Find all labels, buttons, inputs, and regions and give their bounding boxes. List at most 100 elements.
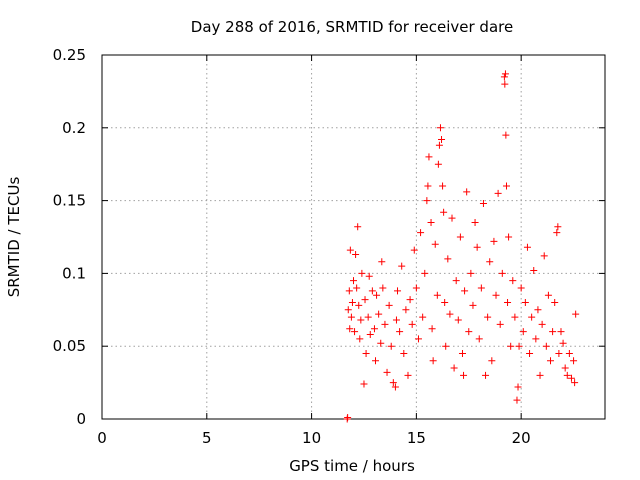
data-point bbox=[402, 306, 410, 314]
data-point bbox=[511, 313, 519, 321]
data-point bbox=[366, 331, 374, 339]
data-point bbox=[454, 316, 462, 324]
data-point bbox=[554, 223, 562, 231]
data-point bbox=[475, 335, 483, 343]
data-point bbox=[565, 349, 573, 357]
data-point bbox=[519, 328, 527, 336]
data-point bbox=[441, 299, 449, 307]
y-tick-label: 0.2 bbox=[62, 119, 86, 137]
data-point bbox=[368, 287, 376, 295]
data-point bbox=[344, 306, 352, 314]
data-point bbox=[373, 291, 381, 299]
data-point bbox=[551, 299, 559, 307]
data-point bbox=[458, 349, 466, 357]
x-tick-label: 20 bbox=[512, 429, 531, 447]
data-point bbox=[353, 284, 361, 292]
data-point bbox=[356, 335, 364, 343]
data-point bbox=[544, 291, 552, 299]
grid-lines bbox=[102, 55, 605, 419]
data-point bbox=[378, 258, 386, 266]
data-point bbox=[517, 284, 525, 292]
data-point bbox=[465, 328, 473, 336]
data-point bbox=[526, 349, 534, 357]
data-point bbox=[494, 189, 502, 197]
y-tick-label: 0 bbox=[76, 410, 86, 428]
data-point bbox=[479, 200, 487, 208]
data-point bbox=[429, 357, 437, 365]
data-point bbox=[505, 233, 513, 241]
data-point bbox=[391, 383, 399, 391]
data-point bbox=[467, 269, 475, 277]
data-point bbox=[534, 306, 542, 314]
y-tick-label: 0.1 bbox=[62, 264, 86, 282]
data-point bbox=[347, 313, 355, 321]
x-axis-label: GPS time / hours bbox=[289, 457, 415, 475]
data-point bbox=[435, 141, 443, 149]
y-tick-label: 0.15 bbox=[53, 192, 86, 210]
x-tick-label: 5 bbox=[202, 429, 212, 447]
data-point bbox=[408, 320, 416, 328]
data-point bbox=[355, 301, 363, 309]
data-point bbox=[440, 208, 448, 216]
data-point bbox=[448, 214, 456, 222]
data-point bbox=[557, 328, 565, 336]
data-point bbox=[463, 188, 471, 196]
data-point bbox=[530, 266, 538, 274]
data-point bbox=[513, 396, 521, 404]
data-point bbox=[421, 269, 429, 277]
data-point bbox=[350, 277, 357, 285]
data-point bbox=[424, 182, 432, 190]
data-point bbox=[381, 320, 389, 328]
data-point bbox=[414, 335, 422, 343]
data-point bbox=[571, 379, 579, 387]
data-point bbox=[492, 291, 500, 299]
data-point bbox=[404, 371, 412, 379]
x-tick-label: 10 bbox=[302, 429, 321, 447]
data-point bbox=[431, 240, 439, 248]
data-point bbox=[383, 368, 391, 376]
data-point bbox=[358, 269, 366, 277]
data-point bbox=[507, 342, 515, 350]
data-point bbox=[456, 233, 464, 241]
data-point bbox=[482, 371, 490, 379]
data-point bbox=[392, 316, 400, 324]
y-axis-label: SRMTID / TECUs bbox=[5, 177, 23, 298]
data-point bbox=[500, 73, 508, 81]
data-point bbox=[428, 325, 436, 333]
data-point bbox=[389, 379, 397, 387]
data-point bbox=[365, 272, 373, 280]
y-tick-label: 0.05 bbox=[53, 337, 86, 355]
x-tick-label: 0 bbox=[97, 429, 107, 447]
data-point bbox=[547, 357, 555, 365]
data-point bbox=[423, 197, 431, 205]
data-point bbox=[442, 342, 450, 350]
data-point bbox=[542, 342, 550, 350]
data-point bbox=[436, 124, 444, 132]
data-point bbox=[396, 328, 404, 336]
data-point bbox=[521, 299, 529, 307]
data-point bbox=[477, 284, 485, 292]
data-point bbox=[461, 287, 469, 295]
data-point bbox=[515, 342, 523, 350]
data-point bbox=[360, 380, 368, 388]
data-point bbox=[377, 339, 385, 347]
data-point bbox=[469, 301, 477, 309]
data-point bbox=[538, 320, 546, 328]
data-point bbox=[450, 364, 458, 372]
data-point bbox=[561, 364, 569, 372]
data-point bbox=[532, 335, 540, 343]
data-point bbox=[549, 328, 557, 336]
data-point bbox=[406, 296, 414, 304]
data-point bbox=[400, 349, 408, 357]
data-point bbox=[473, 243, 481, 251]
data-point bbox=[412, 284, 420, 292]
data-point bbox=[572, 310, 580, 318]
data-point bbox=[419, 313, 427, 321]
data-point bbox=[567, 374, 575, 382]
data-point bbox=[484, 313, 492, 321]
data-point bbox=[394, 287, 402, 295]
data-point bbox=[536, 371, 544, 379]
data-point bbox=[410, 246, 418, 254]
data-point bbox=[344, 414, 352, 422]
